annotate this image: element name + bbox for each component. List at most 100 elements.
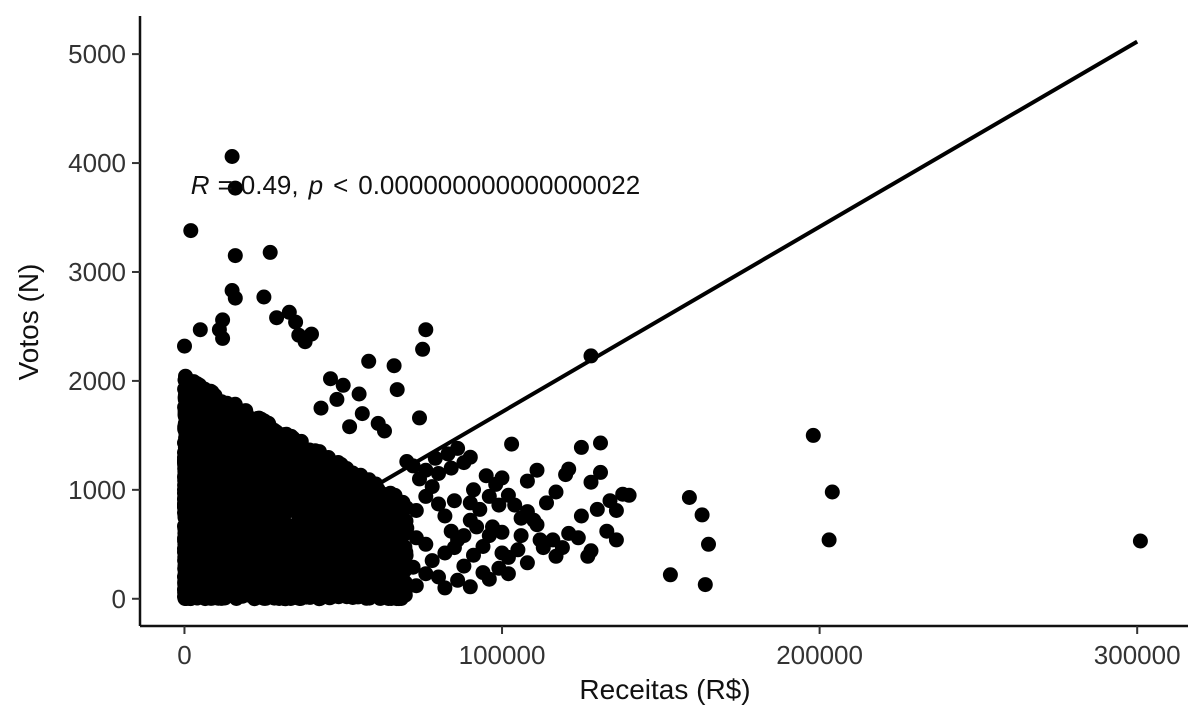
data-point <box>222 509 238 525</box>
data-point <box>431 496 446 512</box>
x-ticks: 0 100000 200000 300000 <box>177 626 1181 670</box>
data-point <box>177 338 192 354</box>
annotation-r-symbol: R <box>191 170 210 200</box>
data-point <box>456 558 472 574</box>
data-point <box>319 536 335 552</box>
data-point <box>384 516 400 532</box>
data-point <box>250 416 266 432</box>
data-point <box>254 562 270 578</box>
data-point <box>206 390 222 406</box>
data-point <box>462 449 478 465</box>
data-point <box>288 314 304 330</box>
data-point <box>354 406 370 422</box>
data-point <box>215 537 231 553</box>
data-point <box>332 465 348 480</box>
x-axis-title: Receitas (R$) <box>579 674 750 705</box>
data-point <box>297 334 313 350</box>
data-point <box>694 507 710 523</box>
data-point <box>361 353 377 369</box>
data-point <box>412 471 427 487</box>
data-point <box>324 518 339 534</box>
data-point <box>342 419 358 435</box>
data-point <box>583 474 599 490</box>
data-point <box>466 482 481 498</box>
data-point <box>554 540 570 556</box>
data-point <box>289 554 305 570</box>
data-point <box>446 493 462 509</box>
data-point <box>424 553 440 569</box>
data-point <box>488 476 504 492</box>
data-point <box>589 501 605 517</box>
axes <box>138 16 1188 628</box>
y-tick-label: 5000 <box>68 39 126 69</box>
data-point <box>599 523 615 539</box>
data-point <box>313 400 329 416</box>
data-point <box>412 410 427 426</box>
data-point <box>329 478 345 494</box>
y-tick-label: 2000 <box>68 366 126 396</box>
data-point <box>608 503 624 518</box>
data-point <box>238 455 254 471</box>
data-point <box>329 391 345 407</box>
data-point <box>431 466 446 481</box>
data-point <box>298 449 314 465</box>
data-point <box>224 149 240 164</box>
data-point <box>203 590 218 606</box>
data-point <box>314 451 330 467</box>
data-point <box>256 289 272 305</box>
data-point <box>351 386 367 402</box>
data-point <box>227 290 243 306</box>
y-tick-label: 1000 <box>68 475 126 505</box>
data-point <box>296 573 312 589</box>
data-point <box>379 538 395 554</box>
data-point <box>195 546 211 562</box>
data-point <box>248 535 264 551</box>
data-point <box>475 539 491 554</box>
data-point <box>191 563 207 579</box>
data-point <box>278 426 294 442</box>
data-point <box>177 525 193 541</box>
data-point <box>580 548 596 564</box>
data-point <box>697 577 713 593</box>
data-point <box>519 555 535 571</box>
data-point <box>681 490 697 505</box>
data-point <box>500 549 516 565</box>
data-point <box>300 488 316 504</box>
data-point <box>236 512 252 527</box>
data-point <box>276 513 292 528</box>
y-tick-label: 0 <box>112 584 126 614</box>
annotation-p-value: 0.000000000000000022 <box>358 170 640 200</box>
data-point <box>239 467 254 483</box>
data-point <box>570 530 586 546</box>
x-tick-label: 0 <box>177 640 191 670</box>
data-point <box>504 436 520 452</box>
points-layer <box>177 149 1148 607</box>
data-point <box>213 524 229 540</box>
data-point <box>216 464 232 480</box>
data-point <box>341 554 357 570</box>
data-point <box>254 471 269 487</box>
data-point <box>356 522 372 538</box>
data-point <box>491 497 507 513</box>
data-point <box>231 483 247 499</box>
data-point <box>824 484 840 500</box>
data-point <box>200 439 216 455</box>
data-point <box>312 470 327 486</box>
data-point <box>392 567 408 583</box>
data-point <box>481 488 497 504</box>
data-point <box>184 411 200 427</box>
data-point <box>290 471 306 487</box>
data-point <box>201 504 216 520</box>
data-point <box>408 578 424 594</box>
data-point <box>362 538 378 554</box>
y-tick-label: 3000 <box>68 257 126 287</box>
data-point <box>466 547 481 563</box>
data-point <box>472 501 488 517</box>
data-point <box>389 493 405 509</box>
data-point <box>375 567 391 583</box>
y-axis-title: Votos (N) <box>13 264 44 381</box>
data-point <box>267 500 283 516</box>
data-point <box>573 508 589 524</box>
data-point <box>263 520 279 536</box>
data-point <box>701 536 716 552</box>
